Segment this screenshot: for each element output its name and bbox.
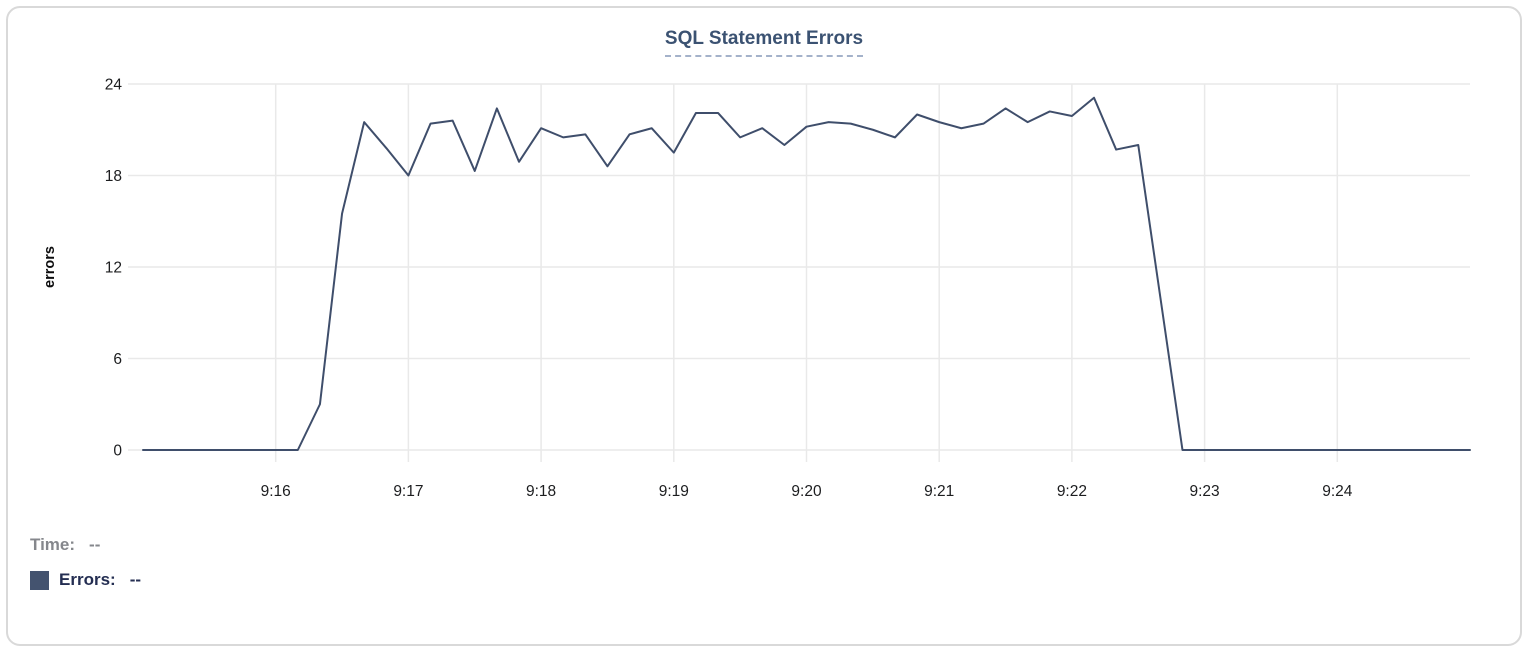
time-label: Time: bbox=[30, 535, 76, 554]
hover-readout: Time: -- Errors: -- bbox=[30, 535, 141, 590]
errors-label: Errors: bbox=[59, 570, 116, 589]
y-tick-label: 0 bbox=[113, 443, 122, 460]
y-axis-label: errors bbox=[42, 246, 58, 288]
errors-value: -- bbox=[129, 570, 142, 589]
x-tick-label: 9:22 bbox=[1057, 483, 1087, 500]
readout-errors-row: Errors: -- bbox=[30, 570, 141, 590]
x-tick-label: 9:20 bbox=[791, 483, 822, 500]
errors-series-line bbox=[142, 96, 1471, 451]
x-tick-label: 9:24 bbox=[1322, 483, 1353, 500]
x-tick-label: 9:17 bbox=[393, 483, 423, 500]
x-tick-label: 9:18 bbox=[526, 483, 556, 500]
y-tick-label: 24 bbox=[105, 77, 123, 94]
x-tick-label: 9:16 bbox=[261, 483, 291, 500]
y-tick-label: 6 bbox=[113, 351, 122, 368]
y-tick-label: 18 bbox=[105, 168, 122, 185]
x-tick-label: 9:23 bbox=[1190, 483, 1220, 500]
chart-title[interactable]: SQL Statement Errors bbox=[664, 28, 864, 57]
errors-legend-swatch bbox=[30, 570, 49, 590]
readout-time-row: Time: -- bbox=[30, 535, 141, 555]
time-value: -- bbox=[89, 535, 101, 554]
y-tick-label: 12 bbox=[105, 260, 122, 277]
x-tick-label: 9:19 bbox=[659, 483, 689, 500]
x-tick-label: 9:21 bbox=[924, 483, 954, 500]
chart-title-wrap: SQL Statement Errors bbox=[0, 28, 1528, 57]
